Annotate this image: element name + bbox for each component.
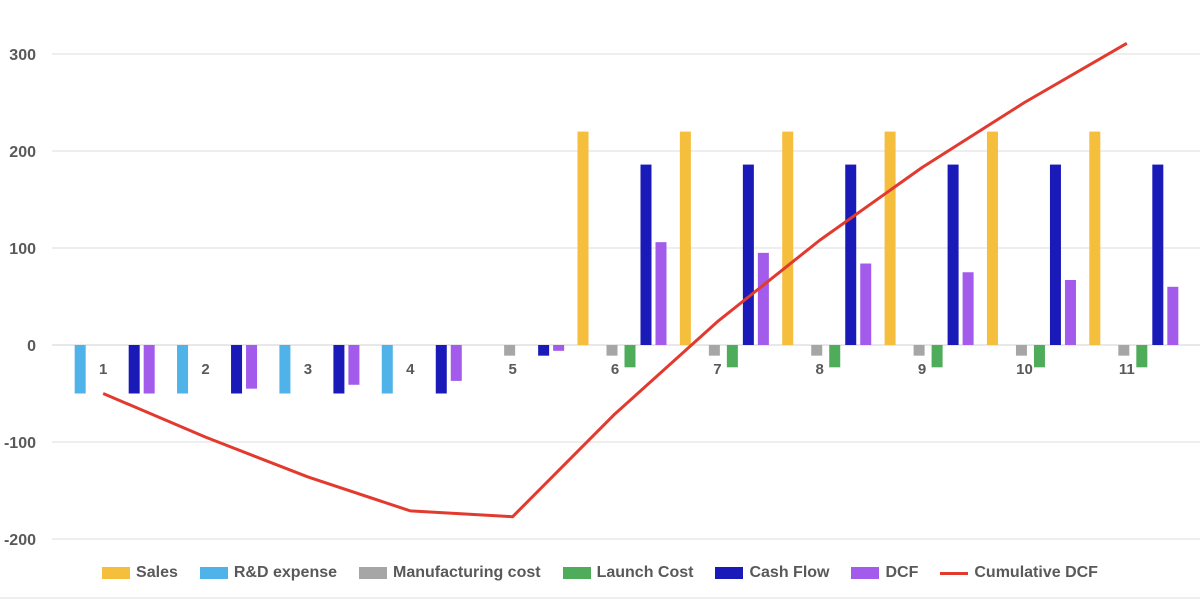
legend-label: Sales: [136, 564, 178, 581]
legend: Sales R&D expense Manufacturing cost Launch…: [0, 562, 1200, 584]
x-tick-label: 9: [918, 361, 926, 378]
legend-label: R&D expense: [233, 564, 338, 581]
bar-cash-flow: [333, 345, 345, 394]
y-tick-label: 300: [9, 47, 36, 64]
legend-item: Cash Flow: [715, 564, 829, 582]
bar-cash-flow: [947, 164, 959, 345]
y-tick-label: 200: [9, 144, 36, 161]
legend-item: R&D expense: [199, 564, 338, 582]
legend-swatch: [562, 567, 591, 579]
bar-cash-flow: [538, 345, 550, 356]
legend-item: Launch Cost: [562, 564, 694, 582]
x-tick-label: 4: [406, 361, 415, 378]
bar-manufacturing-cost: [913, 345, 925, 356]
legend-swatch: [199, 567, 228, 579]
bar-launch-cost: [1136, 345, 1148, 368]
y-axis-ticks: 300 200 100 0 -100 -200: [4, 47, 36, 549]
bar-cash-flow: [1049, 164, 1061, 345]
bar-manufacturing-cost: [606, 345, 618, 356]
x-tick-label: 3: [304, 361, 312, 378]
bar-launch-cost: [931, 345, 943, 368]
bar-manufacturing-cost: [708, 345, 720, 356]
bar-r-d-expense: [381, 345, 393, 394]
x-tick-label: 7: [713, 361, 721, 378]
legend-swatch: [359, 567, 388, 579]
lines: [102, 42, 1128, 519]
line-cumulative-dcf: [102, 42, 1128, 519]
bar-sales: [884, 131, 896, 345]
bar-sales: [577, 131, 589, 345]
category-labels: 1 2 3 4 5 6 7 8 9 10 11: [99, 361, 1135, 378]
bar-cash-flow: [845, 164, 857, 345]
x-tick-label: 2: [201, 361, 209, 378]
bar-dcf: [553, 345, 565, 351]
gridlines: [0, 53, 1200, 599]
legend-label: DCF: [885, 564, 919, 581]
bar-launch-cost: [829, 345, 841, 368]
legend-label: Manufacturing cost: [393, 564, 541, 581]
legend-swatch: [851, 567, 880, 579]
bar-sales: [782, 131, 794, 345]
bar-cash-flow: [640, 164, 652, 345]
legend-label: Cumulative DCF: [974, 564, 1098, 581]
legend-label: Cash Flow: [749, 564, 830, 581]
bar-r-d-expense: [74, 345, 86, 394]
x-tick-label: 5: [508, 361, 516, 378]
legend-item: Cumulative DCF: [940, 564, 1098, 582]
bar-cash-flow: [231, 345, 243, 394]
legend-item: Manufacturing cost: [359, 564, 541, 582]
bar-dcf: [450, 345, 462, 381]
legend-swatch: [715, 567, 744, 579]
legend-item: DCF: [851, 564, 918, 582]
bar-dcf: [246, 345, 258, 389]
y-tick-label: -200: [4, 532, 36, 549]
x-tick-label: 8: [816, 361, 824, 378]
y-tick-label: 0: [27, 338, 36, 355]
bar-launch-cost: [1033, 345, 1045, 368]
bar-manufacturing-cost: [811, 345, 823, 356]
legend-item: Sales: [102, 564, 178, 582]
bar-dcf: [1064, 280, 1076, 345]
x-tick-label: 10: [1016, 361, 1033, 378]
bar-manufacturing-cost: [504, 345, 516, 356]
bar-cash-flow: [1152, 164, 1164, 345]
x-tick-label: 11: [1119, 361, 1135, 378]
bar-launch-cost: [624, 345, 636, 368]
bar-dcf: [1167, 286, 1179, 345]
bar-sales: [679, 131, 691, 345]
bar-cash-flow: [742, 164, 754, 345]
bar-dcf: [348, 345, 360, 385]
x-tick-label: 6: [611, 361, 619, 378]
bar-manufacturing-cost: [1118, 345, 1130, 356]
legend-line-swatch: [940, 571, 969, 575]
bar-cash-flow: [435, 345, 447, 394]
bars: [74, 131, 1179, 394]
bar-dcf: [962, 272, 974, 345]
y-tick-label: 100: [9, 241, 36, 258]
bar-cash-flow: [128, 345, 140, 394]
bar-sales: [1089, 131, 1101, 345]
legend-swatch: [102, 567, 131, 579]
bar-dcf: [860, 263, 872, 345]
x-tick-label: 1: [99, 361, 107, 378]
bar-manufacturing-cost: [1015, 345, 1027, 356]
legend-label: Launch Cost: [596, 564, 694, 581]
y-tick-label: -100: [4, 435, 36, 452]
bar-dcf: [757, 252, 769, 345]
bar-dcf: [655, 242, 667, 345]
bar-r-d-expense: [279, 345, 291, 394]
bar-launch-cost: [726, 345, 738, 368]
bar-dcf: [143, 345, 155, 394]
bar-r-d-expense: [177, 345, 189, 394]
bar-sales: [986, 131, 998, 345]
